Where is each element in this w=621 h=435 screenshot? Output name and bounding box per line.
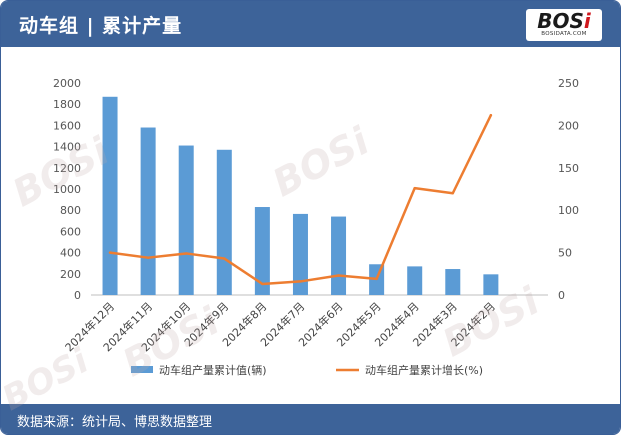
right-axis-tick-label: 100 — [558, 204, 579, 217]
logo-wordmark: BOSi — [526, 9, 602, 33]
legend-label-line: 动车组产量累计增长(%) — [365, 363, 483, 377]
line-point — [299, 280, 302, 283]
line-point — [108, 251, 112, 254]
footer-bar: 数据来源：统计局、博思数据整理 — [1, 404, 620, 434]
line-point — [146, 256, 150, 259]
line-point — [451, 192, 454, 195]
left-axis-tick-label: 1800 — [53, 98, 81, 111]
line-point — [489, 114, 493, 117]
right-axis-tick-label: 0 — [558, 289, 565, 302]
data-source: 数据来源：统计局、博思数据整理 — [17, 415, 213, 430]
bar — [140, 127, 156, 296]
left-axis-tick-label: 1400 — [53, 141, 81, 154]
bar — [216, 149, 232, 295]
left-axis-tick-label: 400 — [60, 247, 81, 260]
line-point — [375, 277, 378, 281]
bar — [407, 266, 423, 295]
page-title: 动车组 | 累计产量 — [19, 15, 183, 37]
legend-swatch-bar — [131, 366, 153, 373]
left-axis-tick-label: 1600 — [53, 119, 81, 132]
brand-logo: BOSi BOSIDATA.COM — [526, 9, 602, 41]
left-axis-tick-label: 1000 — [53, 183, 81, 196]
bar — [331, 216, 347, 295]
logo-main-text: BOS — [537, 9, 584, 33]
left-axis-tick-label: 1200 — [53, 162, 81, 175]
left-axis-tick-label: 800 — [60, 204, 81, 217]
legend-label-bar: 动车组产量累计值(辆) — [159, 363, 267, 377]
line-point — [261, 282, 264, 286]
left-axis-tick-label: 200 — [60, 268, 81, 281]
left-axis-tick-label: 600 — [60, 225, 81, 238]
line-point — [223, 257, 226, 260]
right-axis-tick-label: 250 — [558, 77, 579, 90]
logo-dot-text: i — [583, 9, 591, 33]
bar — [445, 269, 461, 295]
bar — [483, 274, 499, 295]
header-bar: 动车组 | 累计产量 BOSi BOSIDATA.COM — [1, 1, 620, 47]
line-point — [337, 274, 340, 277]
right-axis-tick-label: 50 — [558, 247, 572, 260]
right-axis-tick-label: 200 — [558, 119, 579, 132]
combo-chart: 0 200 400 600 800 1000 1200 1400 1600 1800 2000 0 50… — [53, 77, 579, 377]
bar — [178, 145, 194, 295]
line-point — [413, 186, 416, 190]
left-axis-tick-label: 2000 — [53, 77, 81, 90]
bar — [254, 207, 270, 295]
bar — [292, 213, 308, 295]
logo-subtext: BOSIDATA.COM — [541, 31, 587, 37]
right-axis-tick-label: 150 — [558, 162, 579, 175]
left-axis-tick-label: 0 — [74, 289, 81, 302]
line-point — [185, 252, 188, 255]
bar — [102, 96, 118, 295]
